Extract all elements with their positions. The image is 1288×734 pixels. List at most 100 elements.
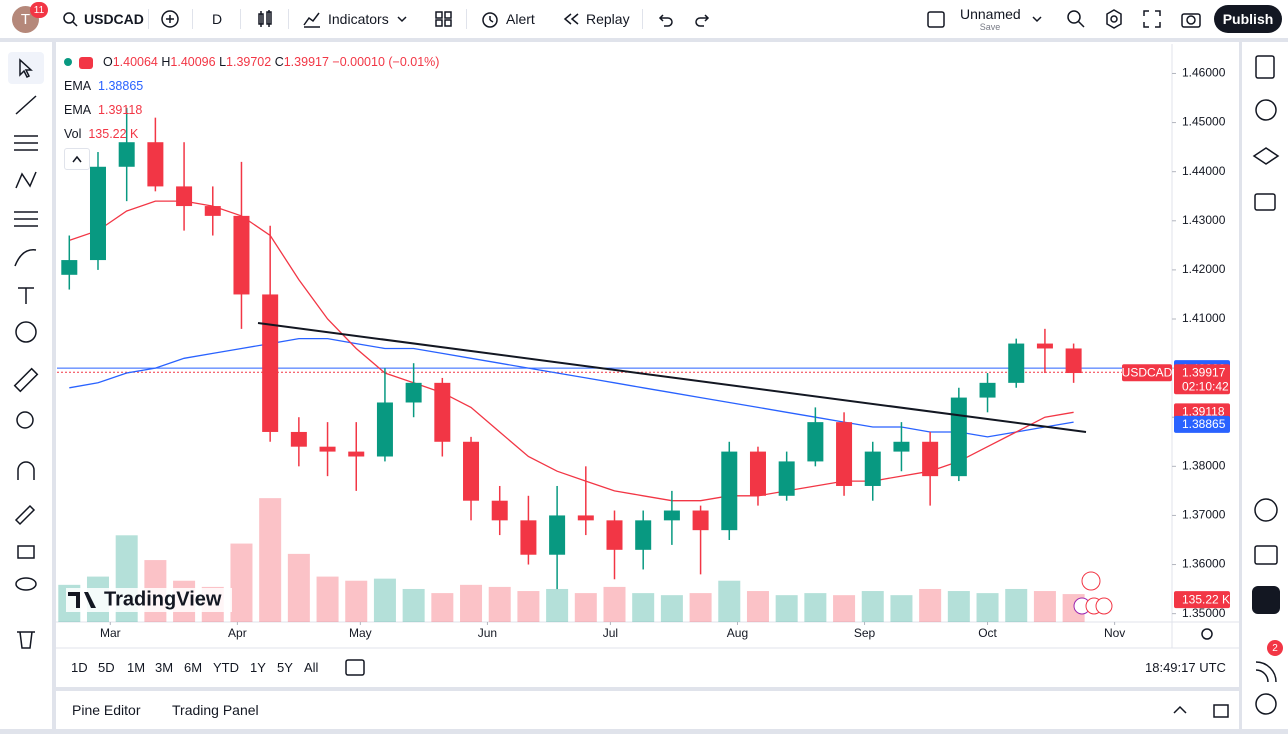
apps[interactable] [1252,586,1280,614]
candle-body [979,382,996,398]
chart-type-button[interactable] [255,9,275,29]
panel-tab[interactable]: Trading Panel [172,702,259,718]
replay-button[interactable]: Replay [562,0,630,38]
range-button[interactable]: YTD [213,660,239,675]
logo: TradingView [66,588,232,612]
chart-pane [56,42,1239,687]
text-tool[interactable] [18,287,34,304]
delete-tool[interactable] [17,631,35,649]
help[interactable] [1255,693,1277,715]
range-button[interactable]: All [304,660,319,675]
legend-ema[interactable]: EMA 1.38865 [64,74,439,98]
undo-button[interactable] [656,10,674,28]
range-button[interactable]: 3M [155,660,174,675]
layout-chevron[interactable] [1030,12,1044,26]
trend-line-drawing[interactable] [257,322,1087,433]
range-button[interactable]: 1M [127,660,146,675]
collapse-icon [72,155,82,163]
volume-bar [574,593,597,622]
range-button[interactable]: 5Y [277,660,293,675]
news[interactable] [1255,661,1277,683]
watchlist[interactable] [1255,55,1275,79]
zoom-tool[interactable] [16,411,34,429]
redo-button[interactable] [694,10,712,28]
data-window[interactable] [1252,147,1280,165]
event-flag[interactable] [1095,597,1113,615]
volume-bar [775,595,798,622]
ideas[interactable] [1254,498,1278,522]
maximize-panel[interactable] [1213,704,1229,718]
ruler-tool[interactable] [13,367,39,393]
hide-tool[interactable] [15,577,37,591]
replay-label: Replay [586,11,630,27]
magnet-tool[interactable] [17,461,35,480]
calendar[interactable] [1254,545,1278,565]
collapse-legend[interactable] [64,148,90,170]
emoji-tool[interactable] [15,321,37,343]
fullscreen[interactable] [1142,9,1162,29]
layout-name[interactable]: Unnamed Save [960,6,1021,32]
candle-body [864,451,881,486]
compare-button[interactable] [160,9,180,29]
volume-bar [546,588,569,622]
volume-bar [947,591,970,622]
volume-bar [804,593,827,622]
brush-tool[interactable] [14,249,37,267]
snapshot[interactable] [1180,9,1202,29]
templates-button[interactable] [434,9,454,29]
lock-draw-tool[interactable] [14,504,36,526]
price-tag-label: 1.39118 [1182,405,1225,419]
volume-bar [603,586,626,622]
candle-body [319,446,336,452]
indicators-icon [303,12,320,28]
range-button[interactable]: 1Y [250,660,266,675]
ohlc-key: C [274,55,284,69]
trendline-tool[interactable] [15,95,37,115]
cursor-tool[interactable] [19,58,33,79]
indicators-button[interactable]: Indicators [302,0,409,38]
volume-bar [833,595,856,622]
ema-line [69,337,1074,438]
settings[interactable] [1104,9,1124,29]
range-button[interactable]: 1D [71,660,88,675]
x-tick-label: Jun [478,626,497,640]
legend-ema[interactable]: EMA 1.39118 [64,98,439,122]
alert-button[interactable]: Alert [480,0,535,38]
volume-bar [431,593,454,622]
clock[interactable]: 18:49:17 UTC [1145,660,1226,675]
range-button[interactable]: 5D [98,660,115,675]
publish-button[interactable]: Publish [1214,5,1282,33]
legend-volume[interactable]: Vol 135.22 K [64,122,439,146]
alerts[interactable] [1255,99,1277,121]
symbol-search[interactable]: USDCAD [62,0,144,38]
forecast-tool[interactable] [14,211,38,227]
axis-settings[interactable] [1201,628,1213,640]
top-toolbar: T 11 USDCAD D Indicators Alert Replay Un… [0,0,1288,38]
symbol-tag-label: USDCAD [1122,365,1173,379]
sidebar-icons [1252,55,1280,715]
lock-tool[interactable] [17,545,35,559]
right-sidebar: 2 [1242,42,1288,729]
volume-bar [345,580,368,622]
pattern-tool[interactable] [15,171,37,189]
candle-body [233,215,250,295]
candle-body [405,382,422,403]
y-tick-label: 1.43000 [1182,213,1226,227]
date-range-button[interactable] [345,659,365,676]
panel-controls [1173,704,1229,718]
volume-bar [316,576,339,622]
event-flag[interactable] [1081,571,1101,591]
chats[interactable] [1254,193,1276,211]
search-icon [63,12,78,27]
ohlc-item: C1.39917 [275,55,329,69]
fib-tool[interactable] [14,135,38,151]
badge: 11 [30,2,48,18]
range-button[interactable]: 6M [184,660,203,675]
ema-value: 1.38865 [98,79,144,93]
quick-search[interactable] [1066,9,1086,29]
expand-panel[interactable] [1173,705,1187,714]
interval[interactable]: D [212,11,223,27]
volume-bar [660,595,683,622]
panel-tab[interactable]: Pine Editor [72,702,141,718]
x-tick-label: Aug [727,626,748,640]
